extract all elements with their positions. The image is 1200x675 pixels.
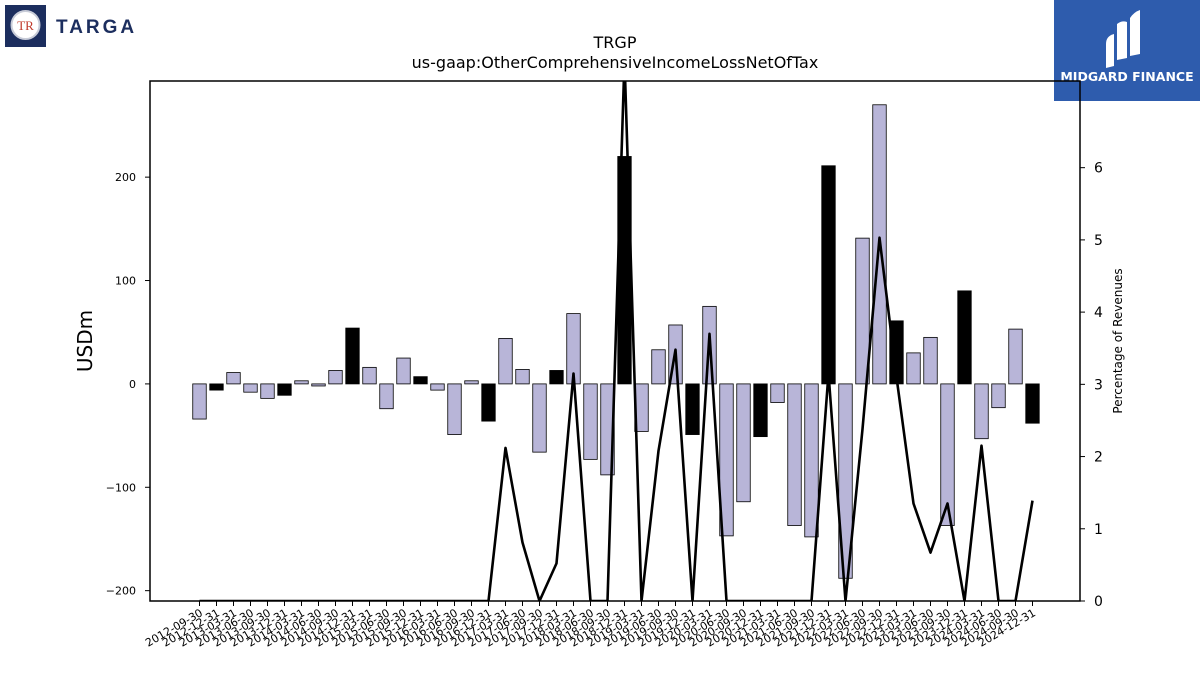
y-axis-left: −200 −100 0 100 200 [106, 171, 150, 598]
y-axis-right: 0 1 2 3 4 5 6 [1080, 161, 1103, 610]
logo-wordmark: MIDGARD FINANCE [1060, 69, 1193, 84]
bar [549, 370, 564, 385]
bar [906, 352, 921, 385]
bar [260, 383, 275, 399]
line-layer [199, 81, 1034, 601]
bar [804, 383, 819, 538]
bars [192, 104, 1040, 579]
bar [787, 383, 802, 526]
bar [821, 165, 836, 385]
bar [991, 383, 1006, 409]
bar [719, 383, 734, 537]
y2-tick-label: 6 [1094, 161, 1103, 177]
bar [1025, 383, 1040, 424]
y2-tick-label: 2 [1094, 450, 1103, 466]
y-axis-label: USDm [73, 310, 97, 372]
y-tick-label: 200 [115, 171, 136, 184]
bar [379, 383, 394, 410]
bar [192, 383, 207, 420]
plot-frame [149, 80, 1081, 602]
bar [294, 380, 309, 385]
bar [243, 383, 258, 393]
logo-glyph-left [1106, 34, 1114, 68]
bar [974, 383, 989, 440]
bar [498, 338, 513, 385]
targa-logo: TR TARGA [5, 5, 165, 47]
bar [430, 383, 445, 391]
bar [226, 372, 241, 385]
bar [277, 383, 292, 396]
y2-tick-label: 5 [1094, 233, 1103, 249]
y2-axis-label: Percentage of Revenues [1111, 268, 1125, 413]
y2-tick-label: 0 [1094, 594, 1103, 610]
logo-glyph-right [1130, 10, 1140, 56]
bar [413, 376, 428, 385]
bar [311, 383, 326, 387]
bar [753, 383, 768, 438]
bar [651, 349, 666, 385]
bar [940, 383, 955, 526]
y-tick-label: 0 [129, 378, 136, 391]
bar [447, 383, 462, 435]
bar [957, 290, 972, 385]
y-tick-label: −200 [106, 585, 136, 598]
bar [736, 383, 751, 503]
y2-tick-label: 4 [1094, 305, 1103, 321]
logo-ring [10, 10, 41, 40]
bar [685, 383, 700, 435]
bar [583, 383, 598, 460]
series-line [199, 81, 1034, 601]
midgard-finance-logo: MIDGARD FINANCE [1054, 0, 1200, 101]
bar [362, 366, 377, 385]
bar [770, 383, 785, 403]
bar [855, 237, 870, 385]
bar [345, 327, 360, 385]
logo-glyph-middle [1117, 21, 1127, 60]
x-axis: 2012-09-302012-12-312013-03-312013-06-30… [143, 601, 1038, 650]
bar [532, 383, 547, 453]
bar [328, 370, 343, 385]
y2-tick-label: 3 [1094, 377, 1103, 393]
logo-wordmark: TARGA [56, 17, 137, 38]
chart-title: TRGP [593, 33, 637, 52]
bar [464, 380, 479, 385]
bar [481, 383, 496, 422]
bar [396, 357, 411, 385]
bar [209, 383, 224, 391]
y-tick-label: 100 [115, 275, 136, 288]
bar [838, 383, 853, 579]
bar [515, 369, 530, 385]
y-tick-label: −100 [106, 481, 136, 494]
y2-tick-label: 1 [1094, 522, 1103, 538]
bar [1008, 328, 1023, 385]
bar [923, 336, 938, 385]
logo-mark: TR [17, 18, 34, 33]
chart-subtitle: us-gaap:OtherComprehensiveIncomeLossNetO… [412, 53, 819, 72]
